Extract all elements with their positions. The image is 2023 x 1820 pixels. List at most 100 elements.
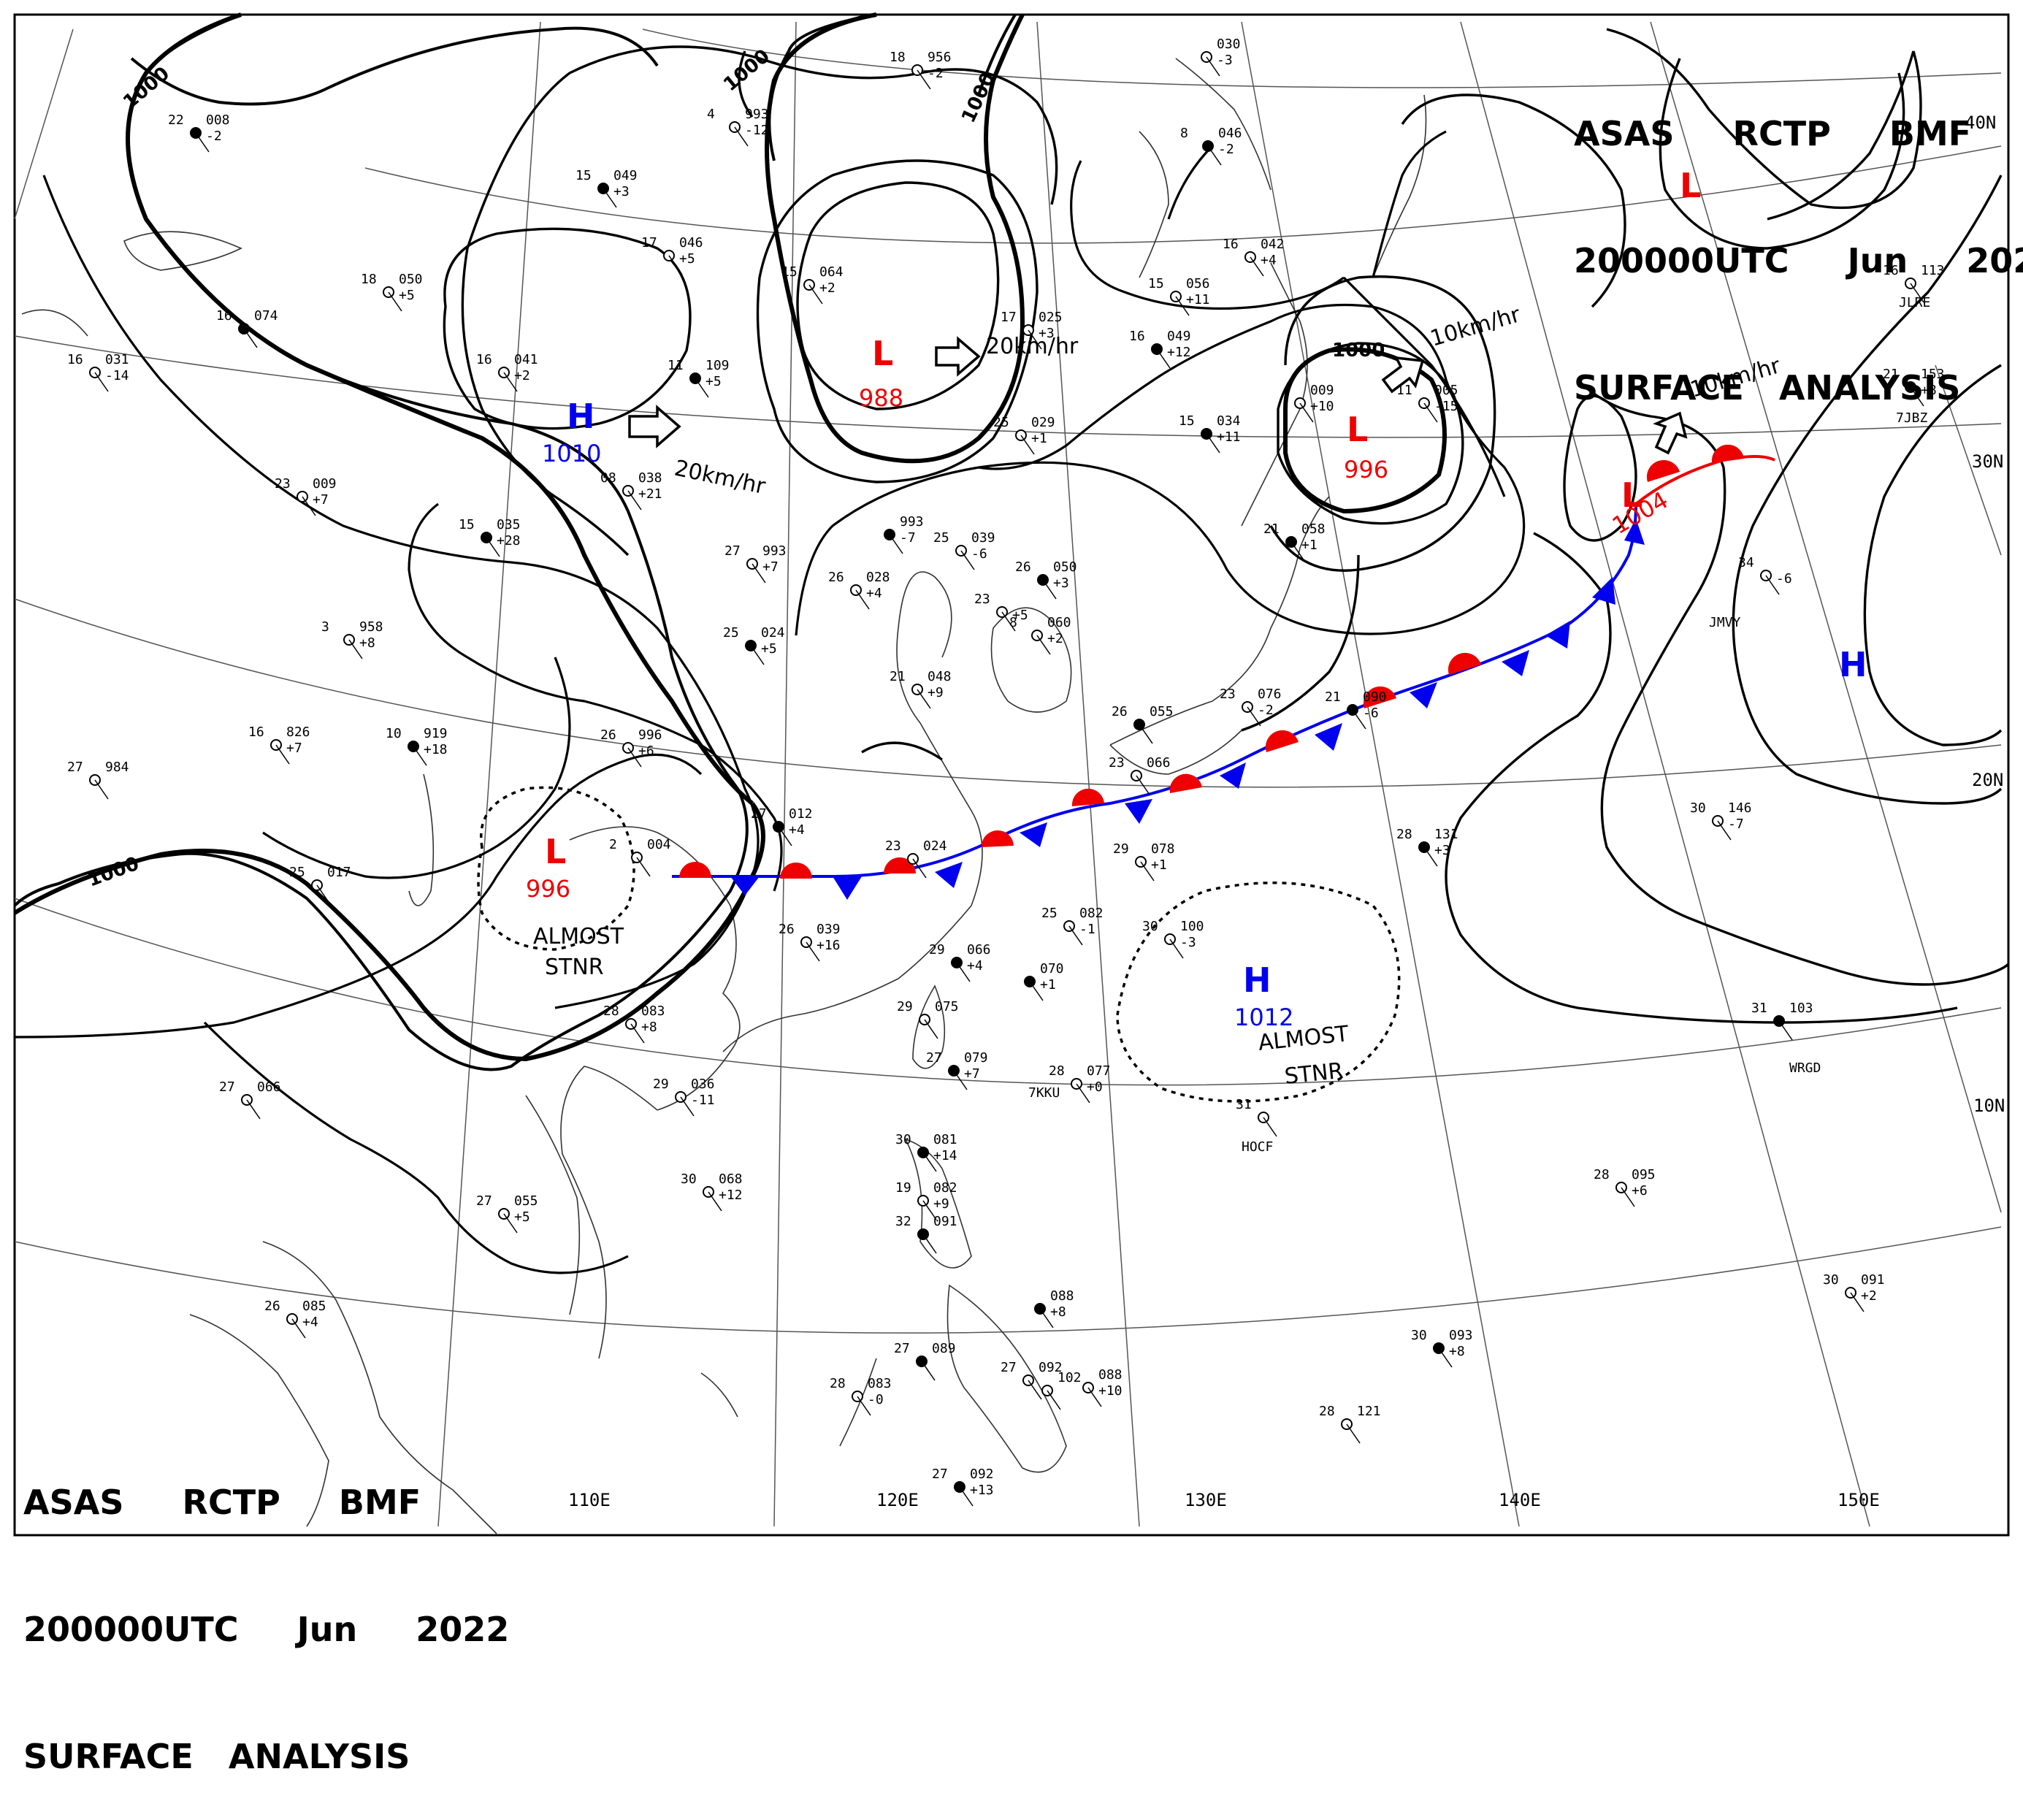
station-temperature: 26 bbox=[828, 570, 844, 585]
station-tendency: +7 bbox=[964, 1066, 980, 1082]
station-pressure: 008 bbox=[206, 112, 230, 128]
station-pressure: 039 bbox=[817, 922, 841, 937]
wind-barb bbox=[1346, 1423, 1361, 1444]
station-temperature: 27 bbox=[219, 1079, 235, 1095]
movement-arrow-icon bbox=[935, 336, 981, 377]
station-plot: 25 082-1 bbox=[1041, 906, 1104, 946]
station-plot: 11 109+5 bbox=[668, 358, 730, 398]
map-frame bbox=[13, 13, 2010, 1537]
low-pressure-symbol: L bbox=[1621, 475, 1643, 515]
wind-barb bbox=[275, 744, 290, 765]
wind-barb bbox=[316, 884, 331, 905]
station-tendency: +2 bbox=[514, 368, 530, 383]
station-temperature: 26 bbox=[264, 1299, 280, 1314]
lon-label-120e: 120E bbox=[876, 1490, 919, 1510]
station-temperature: 15 bbox=[1179, 413, 1195, 429]
ship-callsign: HOCF bbox=[1242, 1139, 1273, 1155]
station-tendency: +5 bbox=[1012, 608, 1028, 623]
wind-barb bbox=[195, 132, 210, 153]
station-plot: 30 081+14 bbox=[895, 1132, 957, 1172]
station-pressure: 153 bbox=[1921, 367, 1945, 382]
station-pressure: 070 bbox=[1040, 961, 1064, 976]
station-plot: 27 092 bbox=[1001, 1360, 1063, 1400]
station-temperature: 29 bbox=[897, 999, 913, 1014]
station-pressure: 050 bbox=[1053, 559, 1077, 575]
wind-barb bbox=[921, 1361, 936, 1381]
weather-chart-map: 40N 30N 20N 10N 110E 120E 130E 140E 150E bbox=[13, 12, 2010, 1537]
wind-barb bbox=[1299, 402, 1314, 423]
high-pressure-value: 1012 bbox=[1234, 1003, 1293, 1031]
station-temperature: 25 bbox=[289, 865, 305, 880]
header-time: 200000UTC Jun 2022 bbox=[23, 1610, 510, 1649]
station-pressure: 103 bbox=[1789, 1001, 1813, 1016]
station-plot: 22 008-2 bbox=[168, 112, 230, 153]
station-tendency: +8 bbox=[641, 1020, 657, 1035]
station-temperature: 23 bbox=[1220, 687, 1236, 702]
station-plot: 26 050+3 bbox=[1015, 559, 1077, 600]
wind-barb bbox=[734, 126, 749, 147]
station-plot: 18 956-2 bbox=[890, 50, 952, 90]
station-temperature: 16 bbox=[1223, 237, 1239, 252]
wind-barb bbox=[1036, 635, 1051, 655]
wind-barb bbox=[1910, 283, 1924, 303]
isobar-1000 bbox=[13, 12, 1447, 1062]
station-pressure: 005 bbox=[1434, 383, 1458, 398]
station-plot: 27 066 bbox=[219, 1079, 281, 1120]
station-pressure: 066 bbox=[1147, 755, 1171, 771]
station-tendency: +16 bbox=[817, 938, 841, 953]
station-plot: 009+10 bbox=[1294, 383, 1334, 423]
station-temperature: 21 bbox=[1263, 521, 1280, 537]
station-pressure: 091 bbox=[933, 1214, 957, 1229]
station-pressure: 049 bbox=[1167, 329, 1191, 344]
station-tendency: +8 bbox=[1921, 383, 1937, 398]
station-plot: 30 146-7 bbox=[1690, 800, 1752, 841]
station-plot: 25 017 bbox=[289, 865, 351, 905]
station-tendency: -0 bbox=[868, 1392, 884, 1407]
station-plot: 15 034+11 bbox=[1179, 413, 1241, 454]
latitude-lines bbox=[14, 28, 2002, 1334]
station-plot: 23 024 bbox=[885, 838, 947, 879]
station-plot: 29 075 bbox=[897, 999, 959, 1039]
station-temperature: 27 bbox=[926, 1050, 942, 1066]
wind-barb bbox=[857, 1396, 871, 1416]
station-tendency: +7 bbox=[286, 741, 302, 756]
station-pressure: 031 bbox=[105, 352, 129, 367]
station-temperature: 2 bbox=[609, 837, 617, 852]
station-pressure: 028 bbox=[866, 570, 890, 585]
low-pressure-value: 988 bbox=[859, 384, 903, 412]
station-tendency: -2 bbox=[1218, 142, 1234, 157]
station-pressure: 042 bbox=[1261, 237, 1285, 252]
station-temperature: 21 bbox=[1883, 367, 1899, 382]
station-temperature: 18 bbox=[890, 50, 906, 65]
station-pressure: 074 bbox=[254, 308, 278, 324]
station-plot: 15 049+3 bbox=[575, 168, 638, 208]
station-temperature: 28 bbox=[603, 1003, 619, 1019]
station-plot: 15 056+11 bbox=[1148, 276, 1210, 316]
station-plot: 8 060+2 bbox=[1009, 615, 1071, 655]
station-pressure: 090 bbox=[1363, 689, 1387, 705]
station-temperature: 32 bbox=[895, 1214, 911, 1229]
wind-barb bbox=[922, 1152, 937, 1172]
station-plot: 16 041+2 bbox=[476, 352, 538, 392]
station-plot: 088+8 bbox=[1034, 1288, 1074, 1328]
almost-stationary-note: STNR bbox=[545, 955, 604, 980]
wind-barb bbox=[752, 563, 766, 584]
wind-barb bbox=[627, 747, 642, 768]
wind-barb bbox=[1028, 1380, 1042, 1400]
station-plot: 25 039-6 bbox=[933, 530, 995, 570]
wind-barb bbox=[1765, 575, 1780, 595]
wind-barb bbox=[1047, 1390, 1061, 1410]
station-tendency: +5 bbox=[399, 288, 415, 303]
station-temperature: 21 bbox=[890, 669, 906, 684]
station-pressure: 050 bbox=[399, 272, 423, 287]
movement-speed-label: 20km/hr bbox=[986, 334, 1079, 359]
station-plot: 070+1 bbox=[1024, 961, 1064, 1001]
station-plot: 3 958+8 bbox=[321, 619, 383, 659]
wind-barb bbox=[750, 645, 765, 665]
station-tendency: +1 bbox=[1040, 977, 1056, 993]
station-pressure: 993 bbox=[900, 514, 924, 529]
ship-callsign: WRGD bbox=[1789, 1060, 1821, 1076]
station-temperature: 22 bbox=[168, 112, 184, 128]
station-pressure: 131 bbox=[1434, 827, 1458, 842]
station-plot: 25 029+1 bbox=[993, 415, 1055, 455]
